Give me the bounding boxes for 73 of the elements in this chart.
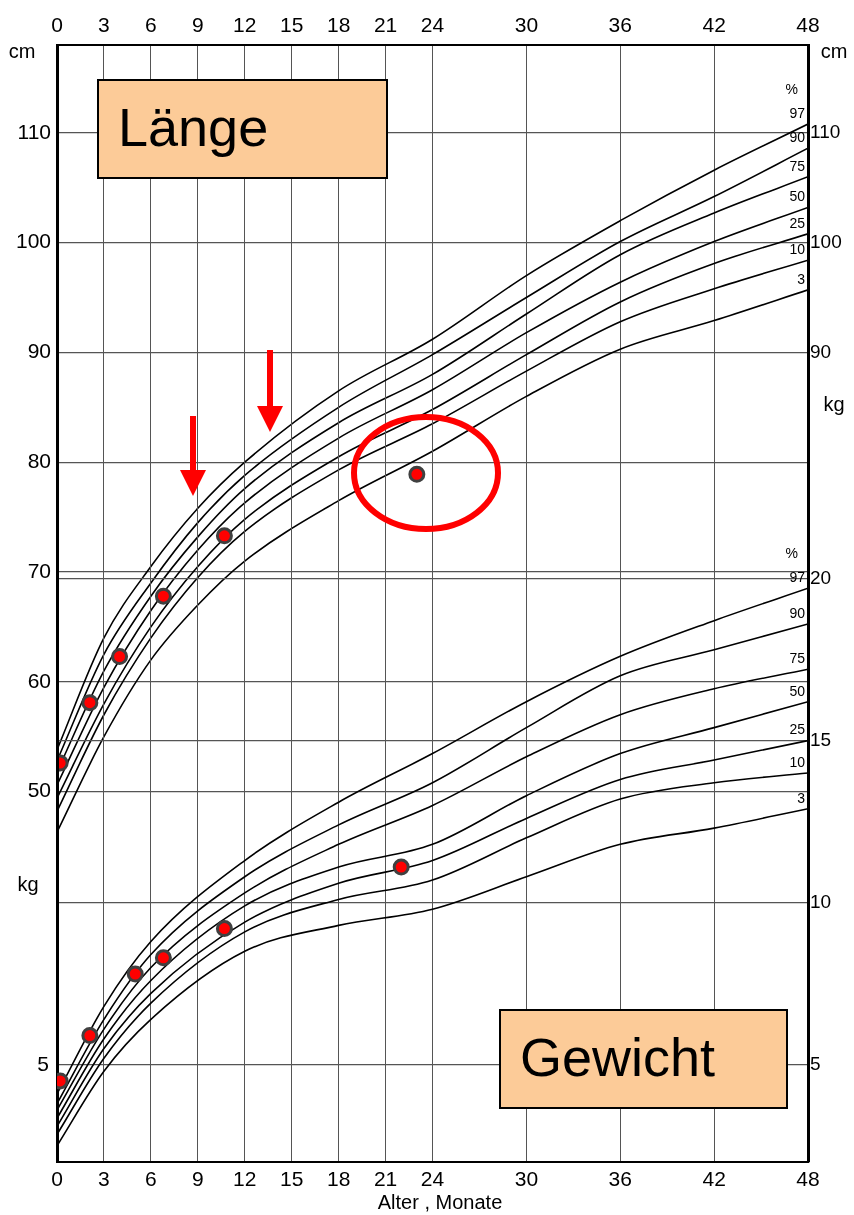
x-tick-label: 15 [280,1167,304,1191]
x-tick-label: 9 [191,1167,204,1191]
x-axis-title: Alter , Monate [377,1190,503,1213]
point [126,965,144,983]
point [408,465,426,483]
x-tick-label: 30 [514,1167,539,1191]
x-tick-label: 3 [98,1167,110,1191]
x-tick-label: 42 [702,1167,726,1191]
x-tick-label: 0 [51,1167,63,1191]
x-tick-label: 36 [608,13,632,37]
point [154,587,172,605]
annotation: % [785,545,798,562]
x-tick-label: 6 [145,1167,157,1191]
y2-tick-label: 100 [810,230,842,252]
x-tick-label: 24 [420,13,445,37]
point [81,694,99,712]
x-tick-label: 15 [280,13,304,37]
series-label: 25 [789,721,806,738]
y2-tick-label: 110 [810,121,841,143]
point [81,1027,99,1045]
y2-tick-label: 90 [810,340,832,362]
x-tick-label: 21 [373,13,398,37]
x-tick-label: 12 [233,1167,257,1191]
series-label: 90 [789,604,806,621]
series-label: 10 [789,753,806,770]
text: Länge [118,96,269,157]
point [154,949,172,967]
x-tick-label: 48 [796,1167,820,1191]
series-label: 75 [789,157,806,174]
point [215,920,233,938]
series-label: 3 [797,789,806,806]
series-label: 75 [789,650,806,667]
point [215,527,233,545]
x-tick-label: 24 [420,1167,445,1191]
x-tick-label: 30 [514,13,539,37]
series-label: 3 [797,270,806,287]
y-tick-label: 90 [27,339,51,363]
x-tick-label: 48 [796,13,820,37]
y-tick-label: 110 [17,119,51,143]
series-label: 97 [789,104,806,121]
text: 5 [37,1051,49,1075]
y2-tick-label: 20 [810,566,832,588]
x-tick-label: 21 [373,1167,398,1191]
y-tick-label: 70 [27,558,51,582]
point [392,858,410,876]
y-axis-title: kg [17,872,39,895]
series-label: 50 [789,682,806,699]
y2-tick-label: 15 [810,728,832,750]
text: Gewicht [520,1026,716,1087]
y-tick-label: 60 [27,668,51,692]
y2-tick-label: 10 [810,890,832,912]
x-tick-label: 3 [98,13,110,37]
x-tick-label: 18 [326,13,351,37]
series-label: 90 [789,129,806,146]
y2-axis-title: kg [823,392,845,415]
x-tick-label: 9 [191,13,204,37]
y-tick-label: 50 [27,778,51,802]
x-tick-label: 18 [326,1167,351,1191]
y-tick-label: 80 [27,449,51,473]
x-tick-label: 36 [608,1167,632,1191]
series-label: 50 [789,188,806,205]
point [111,648,129,666]
x-tick-label: 12 [233,13,257,37]
annotation: % [785,80,798,97]
series-label: 10 [789,241,806,258]
y2-axis-title: cm [820,39,848,62]
y-axis-title: cm [8,39,36,62]
y2-tick-label: 5 [810,1052,821,1074]
y-tick-label: 100 [15,229,51,253]
x-tick-label: 0 [51,13,63,37]
series-label: 25 [789,214,806,231]
x-tick-label: 6 [145,13,157,37]
x-tick-label: 42 [702,13,726,37]
